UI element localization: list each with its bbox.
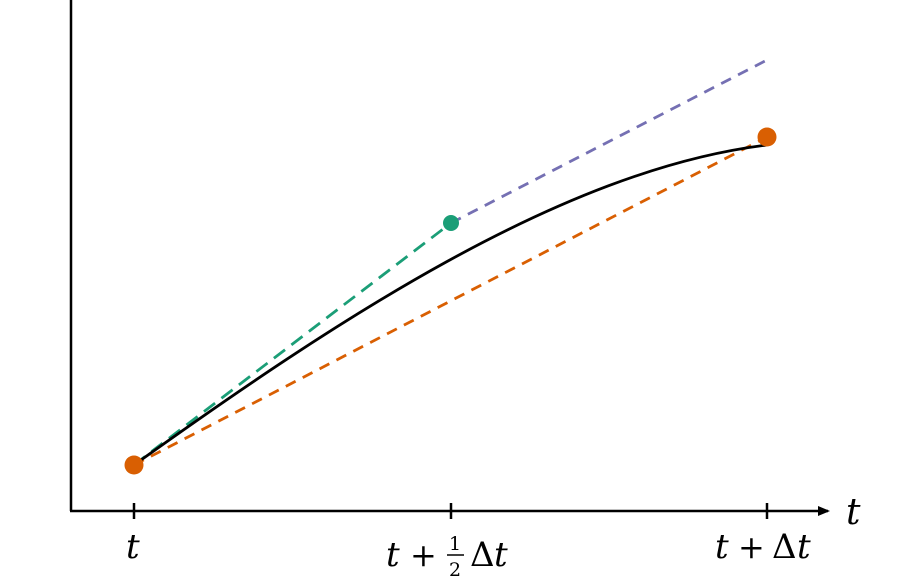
svg-text:t: t [494, 535, 508, 575]
secant-line [133, 135, 768, 467]
tick-label-t-dt: t + Δ t [715, 527, 811, 567]
initial-slope-line [133, 221, 452, 467]
start-point-marker [124, 455, 144, 475]
tick-label-t-half-dt: t + 1 2 Δ t [386, 533, 508, 578]
svg-text:+: + [410, 536, 437, 574]
svg-text:t: t [797, 527, 811, 567]
end-point-marker [757, 127, 777, 147]
svg-text:2: 2 [449, 559, 461, 578]
svg-text:+: + [738, 528, 765, 566]
svg-text:t: t [715, 527, 729, 567]
x-axis-label: t [846, 492, 861, 533]
solution-curve [133, 143, 768, 467]
midpoint-slope-line [450, 58, 768, 225]
svg-text:1: 1 [449, 533, 461, 555]
svg-text:Δ: Δ [470, 535, 495, 575]
svg-text:t: t [386, 535, 400, 575]
tick-label-t: t [126, 527, 140, 567]
midpoint-marker [443, 215, 459, 231]
svg-text:Δ: Δ [772, 527, 797, 567]
